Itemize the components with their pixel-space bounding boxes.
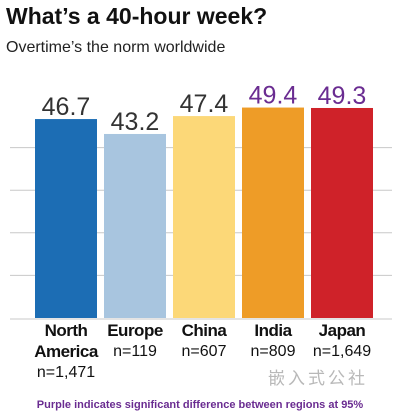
sample-size: n=1,471 xyxy=(36,364,96,381)
category-label: India n=809 xyxy=(235,320,311,362)
footnote: Purple indicates significant difference … xyxy=(37,399,364,411)
value-label: 47.4 xyxy=(180,90,229,118)
category-name: Japan xyxy=(318,321,366,340)
bar xyxy=(104,133,166,318)
bar xyxy=(311,107,373,319)
category-name: North America xyxy=(34,321,98,361)
category-label: Japan n=1,649 xyxy=(304,320,380,362)
category-name: China xyxy=(181,321,227,340)
bar xyxy=(173,116,235,319)
category-name: Europe xyxy=(107,321,163,340)
category-label: Europe n=119 xyxy=(97,320,173,362)
bar xyxy=(242,107,304,318)
category-name: India xyxy=(254,321,292,340)
sample-size: n=809 xyxy=(250,343,296,360)
sample-size: n=607 xyxy=(181,343,227,360)
category-label: North America n=1,471 xyxy=(28,320,104,383)
value-label: 49.4 xyxy=(249,82,298,110)
value-label: 43.2 xyxy=(111,108,160,136)
sample-size: n=1,649 xyxy=(312,343,372,360)
watermark: 嵌入式公社 xyxy=(268,369,368,388)
value-label: 49.3 xyxy=(318,82,367,110)
chart-title: What’s a 40-hour week? xyxy=(6,3,267,29)
value-label: 46.7 xyxy=(42,93,91,121)
category-label: China n=607 xyxy=(166,320,242,362)
bar xyxy=(35,119,97,318)
sample-size: n=119 xyxy=(113,343,157,360)
chart-subtitle: Overtime’s the norm worldwide xyxy=(6,39,225,56)
